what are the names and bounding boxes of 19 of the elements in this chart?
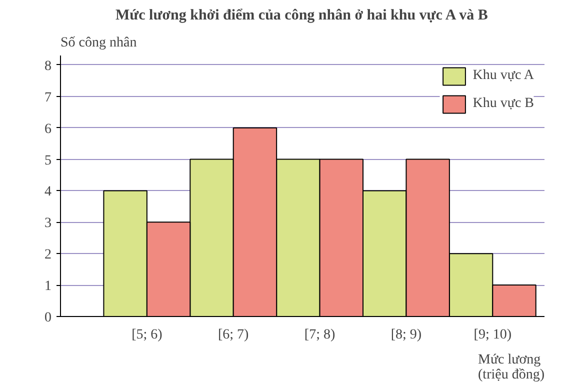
y-tick-label: 5 xyxy=(44,153,52,168)
y-tick-label: 4 xyxy=(44,184,52,200)
y-tick-label: 8 xyxy=(44,58,52,74)
x-tick-label: [7; 8) xyxy=(304,328,336,342)
chart-title: Mức lương khởi điểm của công nhân ở hai khu vực A và B xyxy=(115,8,488,24)
y-tick-label: 2 xyxy=(44,248,52,263)
legend-label: Khu vực B xyxy=(472,96,534,112)
legend-label: Khu vực A xyxy=(472,68,534,84)
x-tick-label: [6; 7) xyxy=(218,328,250,342)
x-tick-label: [9; 10) xyxy=(474,328,512,342)
x-axis-title: Mức lương (triệu đồng) xyxy=(478,352,545,382)
y-tick-label: 1 xyxy=(44,279,52,294)
y-tick-label: 7 xyxy=(44,90,52,106)
x-tick-label: [5; 6) xyxy=(132,328,163,342)
y-axis-title: Số công nhân xyxy=(60,36,137,50)
y-tick-label: 0 xyxy=(44,310,52,326)
x-tick-label: [8; 9) xyxy=(390,328,422,342)
y-tick-label: 6 xyxy=(44,122,52,137)
y-tick-label: 3 xyxy=(44,216,52,232)
